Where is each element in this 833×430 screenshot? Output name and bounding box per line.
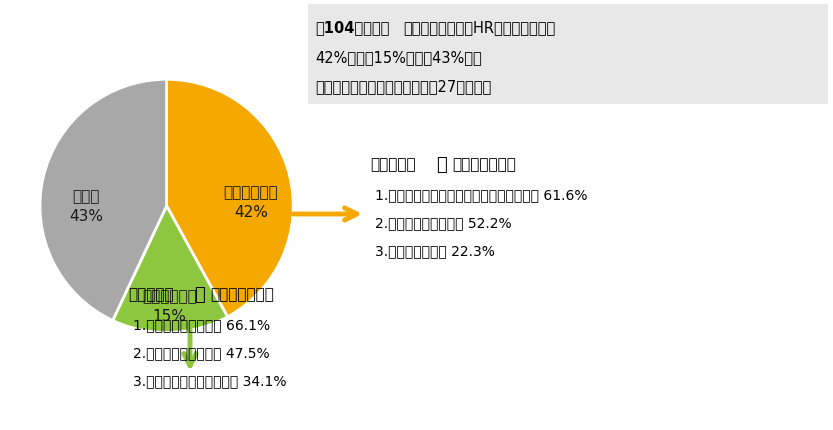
Text: 1.　原物料及物價上漲 66.1%: 1. 原物料及物價上漲 66.1% — [133, 317, 270, 331]
Wedge shape — [112, 206, 227, 333]
Text: 的前三大主因：: 的前三大主因： — [452, 157, 516, 172]
Text: 15%: 15% — [152, 308, 186, 323]
Text: 43%: 43% — [69, 208, 103, 223]
Text: 看好與看壞的差距，「淨樂觀」27個百分點: 看好與看壞的差距，「淨樂觀」27個百分點 — [315, 79, 491, 94]
Text: 2.　全球景氣持續復生 52.2%: 2. 全球景氣持續復生 52.2% — [375, 215, 511, 230]
Text: 3.　國內經濟成長 22.3%: 3. 國內經濟成長 22.3% — [375, 243, 495, 258]
Text: 明年比今年: 明年比今年 — [128, 287, 173, 302]
Text: 明年比今年差: 明年比今年差 — [142, 288, 197, 303]
Text: 42%: 42% — [234, 205, 268, 219]
Wedge shape — [40, 80, 167, 321]
Text: 明年比今年好: 明年比今年好 — [223, 184, 278, 200]
Text: 差不多: 差不多 — [72, 188, 100, 203]
Bar — [308, 5, 828, 105]
Text: 42%看好、15%看壞、43%持平: 42%看好、15%看壞、43%持平 — [315, 50, 481, 65]
Text: 明年比今年: 明年比今年 — [370, 157, 416, 172]
Text: 1.　各國防疫措施更加成熟，緩解經濟衝擊 61.6%: 1. 各國防疫措施更加成熟，緩解經濟衝擊 61.6% — [375, 187, 587, 202]
Text: 好: 好 — [436, 156, 446, 174]
Text: 的前三大主因：: 的前三大主因： — [210, 287, 274, 302]
Wedge shape — [167, 80, 293, 317]
Text: 3.　全球景氣復生不如預期 34.1%: 3. 全球景氣復生不如預期 34.1% — [133, 373, 287, 387]
Text: 『104玩數據』: 『104玩數據』 — [315, 21, 389, 35]
Text: 2.　中美衝突持續延燒 47.5%: 2. 中美衝突持續延燒 47.5% — [133, 345, 270, 359]
Text: 差: 差 — [194, 286, 205, 303]
Text: 發布企業經理人及HR對明年景氣看法: 發布企業經理人及HR對明年景氣看法 — [403, 21, 556, 35]
